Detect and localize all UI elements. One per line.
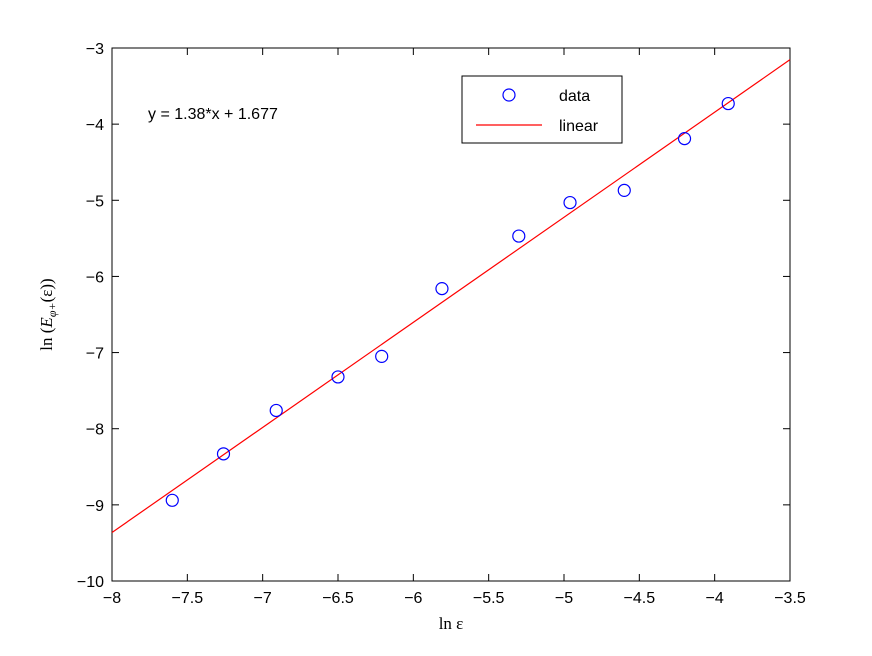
- legend: data linear: [461, 75, 623, 144]
- y-tick-labels: −10 −9 −8 −7 −6 −5 −4 −3: [77, 41, 104, 591]
- data-point: [512, 229, 526, 243]
- data-point: [375, 349, 389, 363]
- legend-box: [461, 75, 623, 144]
- y-axis-title-suffix: (ε)): [37, 278, 56, 302]
- y-tick-label: −8: [86, 422, 104, 439]
- y-axis-title-main: E: [37, 317, 56, 329]
- y-tick-label: −9: [86, 498, 104, 515]
- y-axis-title: ln (Eφ+(ε)): [37, 278, 59, 350]
- x-tick-label: −6.5: [322, 590, 354, 607]
- x-tick-label: −7: [254, 590, 272, 607]
- y-tick-label: −5: [86, 193, 104, 210]
- x-tick-label: −4: [706, 590, 724, 607]
- x-tick-labels: −8 −7.5 −7 −6.5 −6 −5.5 −5 −4.5 −4 −3.5: [103, 590, 806, 607]
- axis-ticks: [111, 47, 791, 582]
- data-point: [563, 195, 577, 210]
- x-tick-label: −3.5: [774, 590, 806, 607]
- y-axis-title-subscript: φ+: [45, 302, 59, 317]
- data-point: [331, 370, 345, 384]
- plot-area: [111, 47, 791, 582]
- y-tick-label: −7: [86, 346, 104, 363]
- data-point: [677, 132, 692, 146]
- data-point: [721, 96, 735, 111]
- x-tick-label: −5: [555, 590, 573, 607]
- y-tick-label: −3: [86, 41, 104, 58]
- data-point: [216, 447, 231, 461]
- fit-equation-annotation: y = 1.38*x + 1.677: [148, 106, 278, 123]
- y-tick-label: −10: [77, 574, 104, 591]
- x-tick-label: −4.5: [624, 590, 656, 607]
- x-tick-label: −6: [404, 590, 422, 607]
- y-axis-title-prefix: ln (: [37, 327, 56, 350]
- data-point: [165, 493, 179, 507]
- y-tick-label: −6: [86, 269, 104, 286]
- y-tick-label: −4: [86, 117, 104, 134]
- data-point: [617, 183, 631, 197]
- x-tick-label: −8: [103, 590, 121, 607]
- legend-data-marker: [502, 88, 516, 102]
- x-tick-label: −5.5: [473, 590, 505, 607]
- x-axis-title: ln ε: [439, 614, 464, 633]
- legend-label-data: data: [559, 88, 590, 105]
- data-point: [435, 282, 449, 296]
- series-data-points: [165, 96, 735, 507]
- series-linear-line: [111, 59, 791, 533]
- x-tick-label: −7.5: [172, 590, 204, 607]
- legend-label-linear: linear: [559, 118, 599, 135]
- data-point: [269, 403, 283, 418]
